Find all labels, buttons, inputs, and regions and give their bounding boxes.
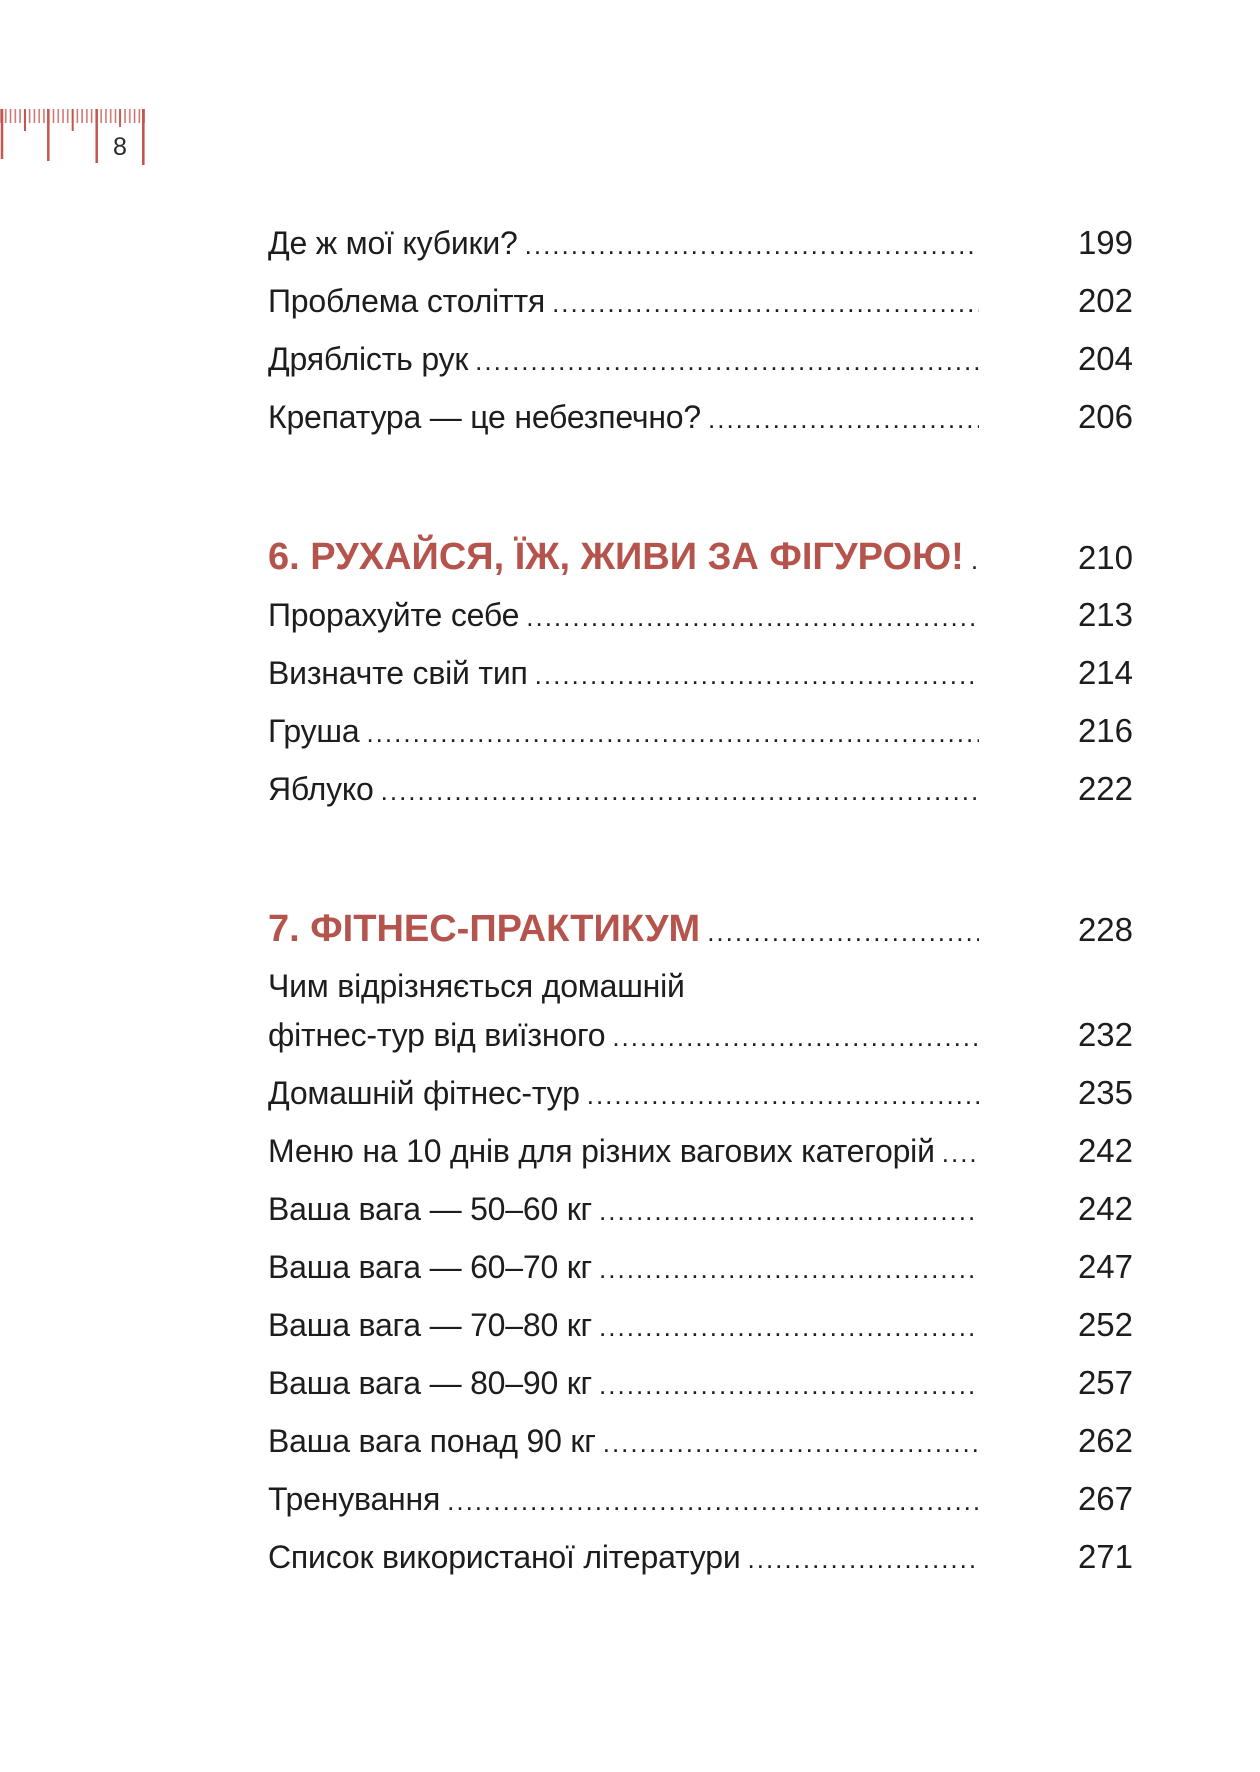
toc-entry: Прорахуйте себе 213 bbox=[268, 596, 1133, 654]
toc-entry-page: 257 bbox=[1077, 1364, 1133, 1401]
toc-entry-title: Ваша вага — 70–80 кг bbox=[268, 1307, 593, 1343]
dot-leader bbox=[599, 1365, 979, 1402]
toc-entry-page: 242 bbox=[1077, 1190, 1133, 1227]
toc-entry-page: 222 bbox=[1077, 770, 1133, 807]
toc-entry-page: 232 bbox=[1077, 1016, 1133, 1053]
toc-entry-page: 228 bbox=[1077, 911, 1133, 948]
toc-entry: Ваша вага — 80–90 кг 257 bbox=[268, 1364, 1133, 1422]
dot-leader bbox=[599, 1191, 979, 1228]
toc-entry-title: фітнес-тур від виїзного bbox=[268, 1017, 606, 1053]
dot-leader bbox=[942, 1133, 979, 1170]
toc-chapter-title: 7. ФІТНЕС-ПРАКТИКУМ bbox=[268, 908, 701, 950]
toc-entry: Проблема століття 202 bbox=[268, 282, 1133, 340]
dot-leader bbox=[381, 771, 979, 808]
toc-entry: Визначте свій тип 214 bbox=[268, 654, 1133, 712]
toc-entry-page: 252 bbox=[1077, 1306, 1133, 1343]
dot-leader bbox=[535, 655, 979, 692]
toc-entry-page: 213 bbox=[1077, 596, 1133, 633]
toc-entry-title: Проблема століття bbox=[268, 283, 546, 319]
toc-entry: Домашній фітнес-тур 235 bbox=[268, 1074, 1133, 1132]
toc-entry: Список використаної літератури 271 bbox=[268, 1538, 1133, 1596]
toc-entry-title: Крепатура — це небезпечно? bbox=[268, 399, 701, 435]
toc-entry-page: 210 bbox=[1077, 539, 1133, 576]
toc-entry-title: Визначте свій тип bbox=[268, 655, 528, 691]
dot-leader bbox=[599, 1249, 979, 1286]
toc-entry-page: 247 bbox=[1077, 1248, 1133, 1285]
toc-entry-title: Чим відрізняється домашній bbox=[268, 968, 685, 1004]
toc-entry-title: Де ж мої кубики? bbox=[268, 225, 518, 261]
dot-leader bbox=[525, 225, 979, 262]
toc-entry: Тренування 267 bbox=[268, 1480, 1133, 1538]
toc-entry-page: 216 bbox=[1077, 712, 1133, 749]
toc-chapter-heading: 7. ФІТНЕС-ПРАКТИКУМ 228 bbox=[268, 908, 1133, 968]
toc-entry-title: Список використаної літератури bbox=[268, 1539, 741, 1575]
toc-entry: Дряблість рук 204 bbox=[268, 340, 1133, 398]
page-number: 8 bbox=[113, 133, 127, 161]
toc-entry-page: 214 bbox=[1077, 654, 1133, 691]
toc-entry: Меню на 10 днів для різних вагових катег… bbox=[268, 1132, 1133, 1190]
toc-entry-page: 199 bbox=[1077, 224, 1133, 261]
toc-entry-title: Ваша вага — 80–90 кг bbox=[268, 1365, 593, 1401]
toc-entry-page: 271 bbox=[1077, 1538, 1133, 1575]
toc-entry-title: Тренування bbox=[268, 1481, 441, 1517]
toc-entry-page: 206 bbox=[1077, 398, 1133, 435]
dot-leader bbox=[475, 341, 979, 378]
toc-entry-title: Дряблість рук bbox=[268, 341, 469, 377]
toc-chapter-title: 6. РУХАЙСЯ, ЇЖ, ЖИВИ ЗА ФІГУРОЮ! bbox=[268, 536, 964, 578]
dot-leader bbox=[708, 399, 979, 436]
dot-leader bbox=[707, 912, 979, 949]
toc-entry-page: 235 bbox=[1077, 1074, 1133, 1111]
toc-entry: Ваша вага понад 90 кг 262 bbox=[268, 1422, 1133, 1480]
toc-entry: Де ж мої кубики? 199 bbox=[268, 224, 1133, 282]
toc-entry: Крепатура — це небезпечно? 206 bbox=[268, 398, 1133, 456]
dot-leader bbox=[603, 1423, 979, 1460]
toc-entry: Яблуко 222 bbox=[268, 770, 1133, 828]
toc-entry-line1: Чим відрізняється домашній bbox=[268, 968, 1133, 1016]
toc-entry-title: Ваша вага — 60–70 кг bbox=[268, 1249, 593, 1285]
ruler-page-marker: 8 bbox=[0, 109, 150, 167]
dot-leader bbox=[971, 540, 979, 577]
toc-entry-title: Прорахуйте себе bbox=[268, 597, 520, 633]
toc-entry-title: Домашній фітнес-тур bbox=[268, 1075, 580, 1111]
toc-entry-title: Меню на 10 днів для різних вагових катег… bbox=[268, 1133, 935, 1169]
dot-leader bbox=[612, 1017, 979, 1054]
toc-entry-page: 267 bbox=[1077, 1480, 1133, 1517]
toc-entry: Ваша вага — 50–60 кг 242 bbox=[268, 1190, 1133, 1248]
toc-entry-title: Ваша вага — 50–60 кг bbox=[268, 1191, 593, 1227]
toc-entry-page: 242 bbox=[1077, 1132, 1133, 1169]
toc-entry-page: 204 bbox=[1077, 340, 1133, 377]
ruler-tape-icon bbox=[0, 109, 146, 165]
dot-leader bbox=[587, 1075, 979, 1112]
table-of-contents: Де ж мої кубики? 199 Проблема століття 2… bbox=[268, 224, 1133, 1596]
toc-entry-page: 202 bbox=[1077, 282, 1133, 319]
toc-entry-title: Ваша вага понад 90 кг bbox=[268, 1423, 596, 1459]
dot-leader bbox=[748, 1539, 979, 1576]
toc-entry: Ваша вага — 60–70 кг 247 bbox=[268, 1248, 1133, 1306]
dot-leader bbox=[599, 1307, 979, 1344]
dot-leader bbox=[526, 597, 979, 634]
toc-entry: Груша 216 bbox=[268, 712, 1133, 770]
toc-entry-title: Яблуко bbox=[268, 771, 374, 807]
dot-leader bbox=[447, 1481, 979, 1518]
toc-entry-title: Груша bbox=[268, 713, 360, 749]
toc-entry-line2: фітнес-тур від виїзного 232 bbox=[268, 1016, 1133, 1074]
toc-entry-page: 262 bbox=[1077, 1422, 1133, 1459]
toc-chapter-heading: 6. РУХАЙСЯ, ЇЖ, ЖИВИ ЗА ФІГУРОЮ! 210 bbox=[268, 536, 1133, 596]
toc-entry: Ваша вага — 70–80 кг 252 bbox=[268, 1306, 1133, 1364]
dot-leader bbox=[366, 713, 979, 750]
dot-leader bbox=[552, 283, 979, 320]
